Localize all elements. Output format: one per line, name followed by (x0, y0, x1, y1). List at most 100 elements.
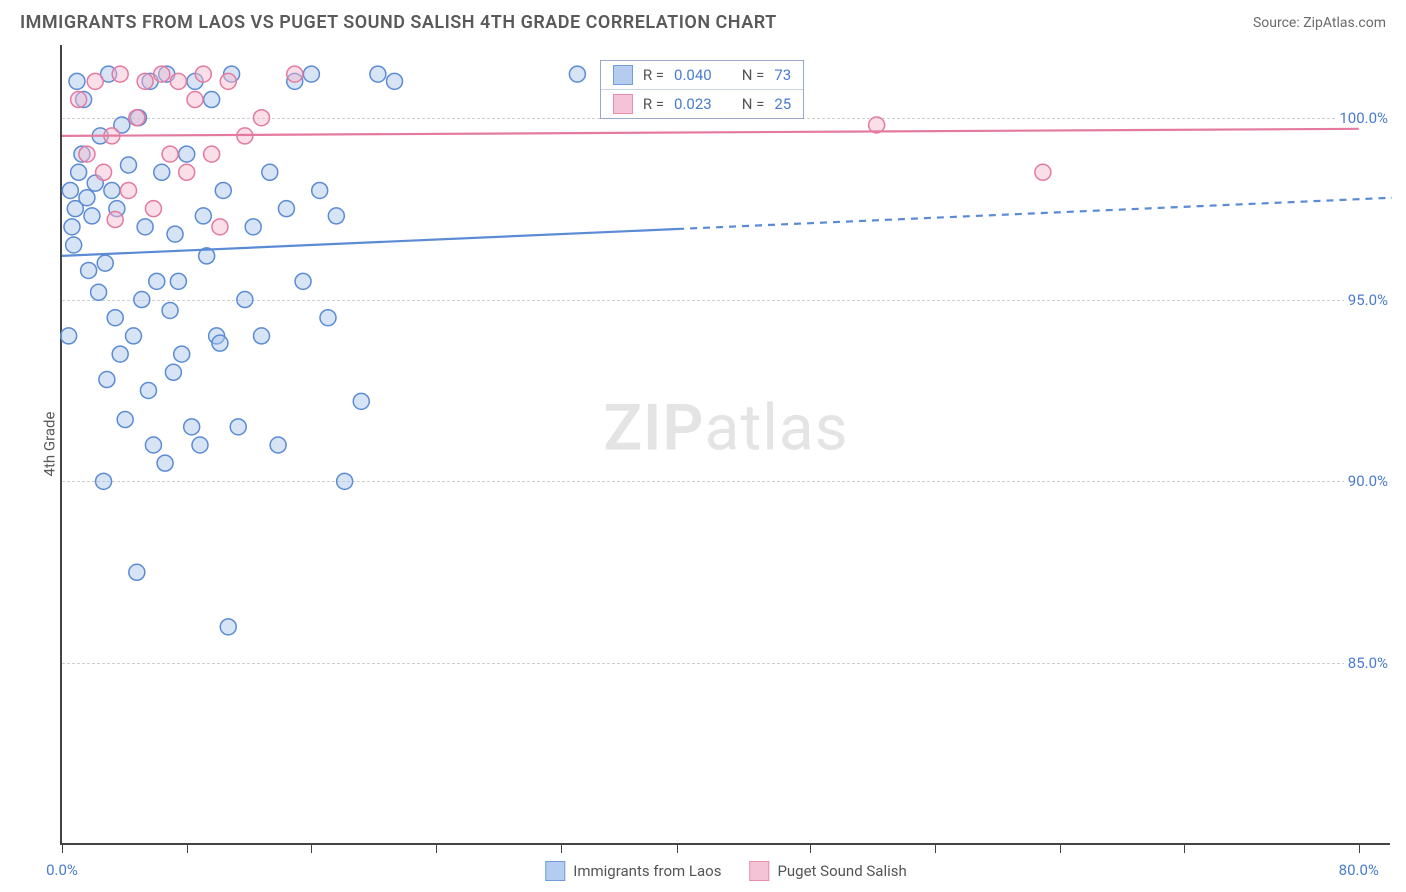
scatter-point-laos (140, 382, 156, 398)
swatch-laos-icon (613, 65, 633, 85)
scatter-point-laos (184, 419, 200, 435)
stats-row-salish: R =0.023N =25 (601, 89, 803, 118)
r-label: R = (643, 95, 664, 113)
scatter-point-salish (79, 146, 95, 162)
scatter-point-laos (79, 190, 95, 206)
scatter-point-laos (96, 473, 112, 489)
scatter-point-salish (195, 66, 211, 82)
scatter-point-salish (287, 66, 303, 82)
scatter-point-salish (170, 73, 186, 89)
legend-swatch-salish-icon (749, 861, 769, 881)
x-tick-label: 0.0% (46, 861, 78, 879)
scatter-point-salish (1035, 164, 1051, 180)
scatter-point-salish (204, 146, 220, 162)
scatter-point-laos (61, 328, 77, 344)
stats-row-laos: R =0.040N =73 (601, 61, 803, 89)
scatter-point-laos (295, 273, 311, 289)
scatter-point-laos (387, 73, 403, 89)
scatter-point-laos (64, 219, 80, 235)
scatter-point-laos (62, 182, 78, 198)
legend-label-salish: Puget Sound Salish (777, 862, 906, 880)
scatter-point-laos (262, 164, 278, 180)
scatter-point-salish (87, 73, 103, 89)
scatter-point-laos (569, 66, 585, 82)
scatter-point-laos (165, 364, 181, 380)
scatter-point-laos (179, 146, 195, 162)
scatter-point-laos (270, 437, 286, 453)
scatter-point-laos (312, 182, 328, 198)
scatter-point-salish (145, 201, 161, 217)
scatter-point-laos (237, 292, 253, 308)
scatter-point-salish (162, 146, 178, 162)
scatter-point-laos (353, 393, 369, 409)
scatter-point-laos (220, 619, 236, 635)
n-value-salish: 25 (774, 95, 791, 113)
x-tick (311, 843, 312, 853)
trendline-dashed-laos (677, 198, 1392, 229)
scatter-point-laos (303, 66, 319, 82)
scatter-point-laos (84, 208, 100, 224)
scatter-point-laos (66, 237, 82, 253)
scatter-point-laos (69, 73, 85, 89)
scatter-point-laos (370, 66, 386, 82)
scatter-point-laos (149, 273, 165, 289)
scatter-point-laos (170, 273, 186, 289)
scatter-point-laos (145, 437, 161, 453)
legend-label-laos: Immigrants from Laos (573, 862, 721, 880)
scatter-point-laos (192, 437, 208, 453)
x-tick (1184, 843, 1185, 853)
scatter-point-laos (174, 346, 190, 362)
scatter-point-laos (162, 302, 178, 318)
scatter-point-salish (137, 73, 153, 89)
scatter-point-laos (129, 564, 145, 580)
x-tick (935, 843, 936, 853)
scatter-point-laos (278, 201, 294, 217)
r-value-laos: 0.040 (674, 66, 712, 84)
plot-area: 4th Grade 85.0%90.0%95.0%100.0% 0.0%80.0… (60, 45, 1390, 845)
correlation-stats-box: R =0.040N =73R =0.023N =25 (600, 60, 804, 119)
legend-item-salish: Puget Sound Salish (749, 861, 906, 881)
scatter-point-laos (81, 262, 97, 278)
scatter-point-laos (230, 419, 246, 435)
legend-bottom: Immigrants from Laos Puget Sound Salish (545, 861, 906, 881)
scatter-point-salish (129, 110, 145, 126)
r-value-salish: 0.023 (674, 95, 712, 113)
chart-container: 4th Grade 85.0%90.0%95.0%100.0% 0.0%80.0… (60, 45, 1390, 845)
scatter-point-salish (212, 219, 228, 235)
scatter-point-laos (215, 182, 231, 198)
n-label: N = (742, 66, 765, 84)
trendline-laos (62, 229, 677, 256)
x-tick (62, 843, 63, 853)
scatter-point-laos (204, 92, 220, 108)
scatter-point-salish (179, 164, 195, 180)
scatter-point-laos (125, 328, 141, 344)
scatter-point-laos (245, 219, 261, 235)
scatter-point-laos (337, 473, 353, 489)
scatter-point-salish (112, 66, 128, 82)
y-axis-label: 4th Grade (40, 412, 58, 477)
x-tick (677, 843, 678, 853)
scatter-point-salish (220, 73, 236, 89)
scatter-point-laos (112, 346, 128, 362)
x-tick (1060, 843, 1061, 853)
scatter-point-laos (212, 335, 228, 351)
scatter-point-laos (71, 164, 87, 180)
scatter-point-laos (121, 157, 137, 173)
scatter-point-laos (328, 208, 344, 224)
legend-swatch-laos-icon (545, 861, 565, 881)
scatter-point-laos (97, 255, 113, 271)
x-tick (1359, 843, 1360, 853)
scatter-point-laos (134, 292, 150, 308)
scatter-point-laos (157, 455, 173, 471)
scatter-point-salish (187, 92, 203, 108)
scatter-point-laos (195, 208, 211, 224)
chart-title: IMMIGRANTS FROM LAOS VS PUGET SOUND SALI… (20, 12, 777, 33)
source-attribution: Source: ZipAtlas.com (1253, 15, 1386, 31)
scatter-point-laos (117, 412, 133, 428)
scatter-point-laos (320, 310, 336, 326)
scatter-point-laos (137, 219, 153, 235)
scatter-point-salish (254, 110, 270, 126)
scatter-point-laos (99, 372, 115, 388)
x-tick (561, 843, 562, 853)
scatter-point-salish (71, 92, 87, 108)
